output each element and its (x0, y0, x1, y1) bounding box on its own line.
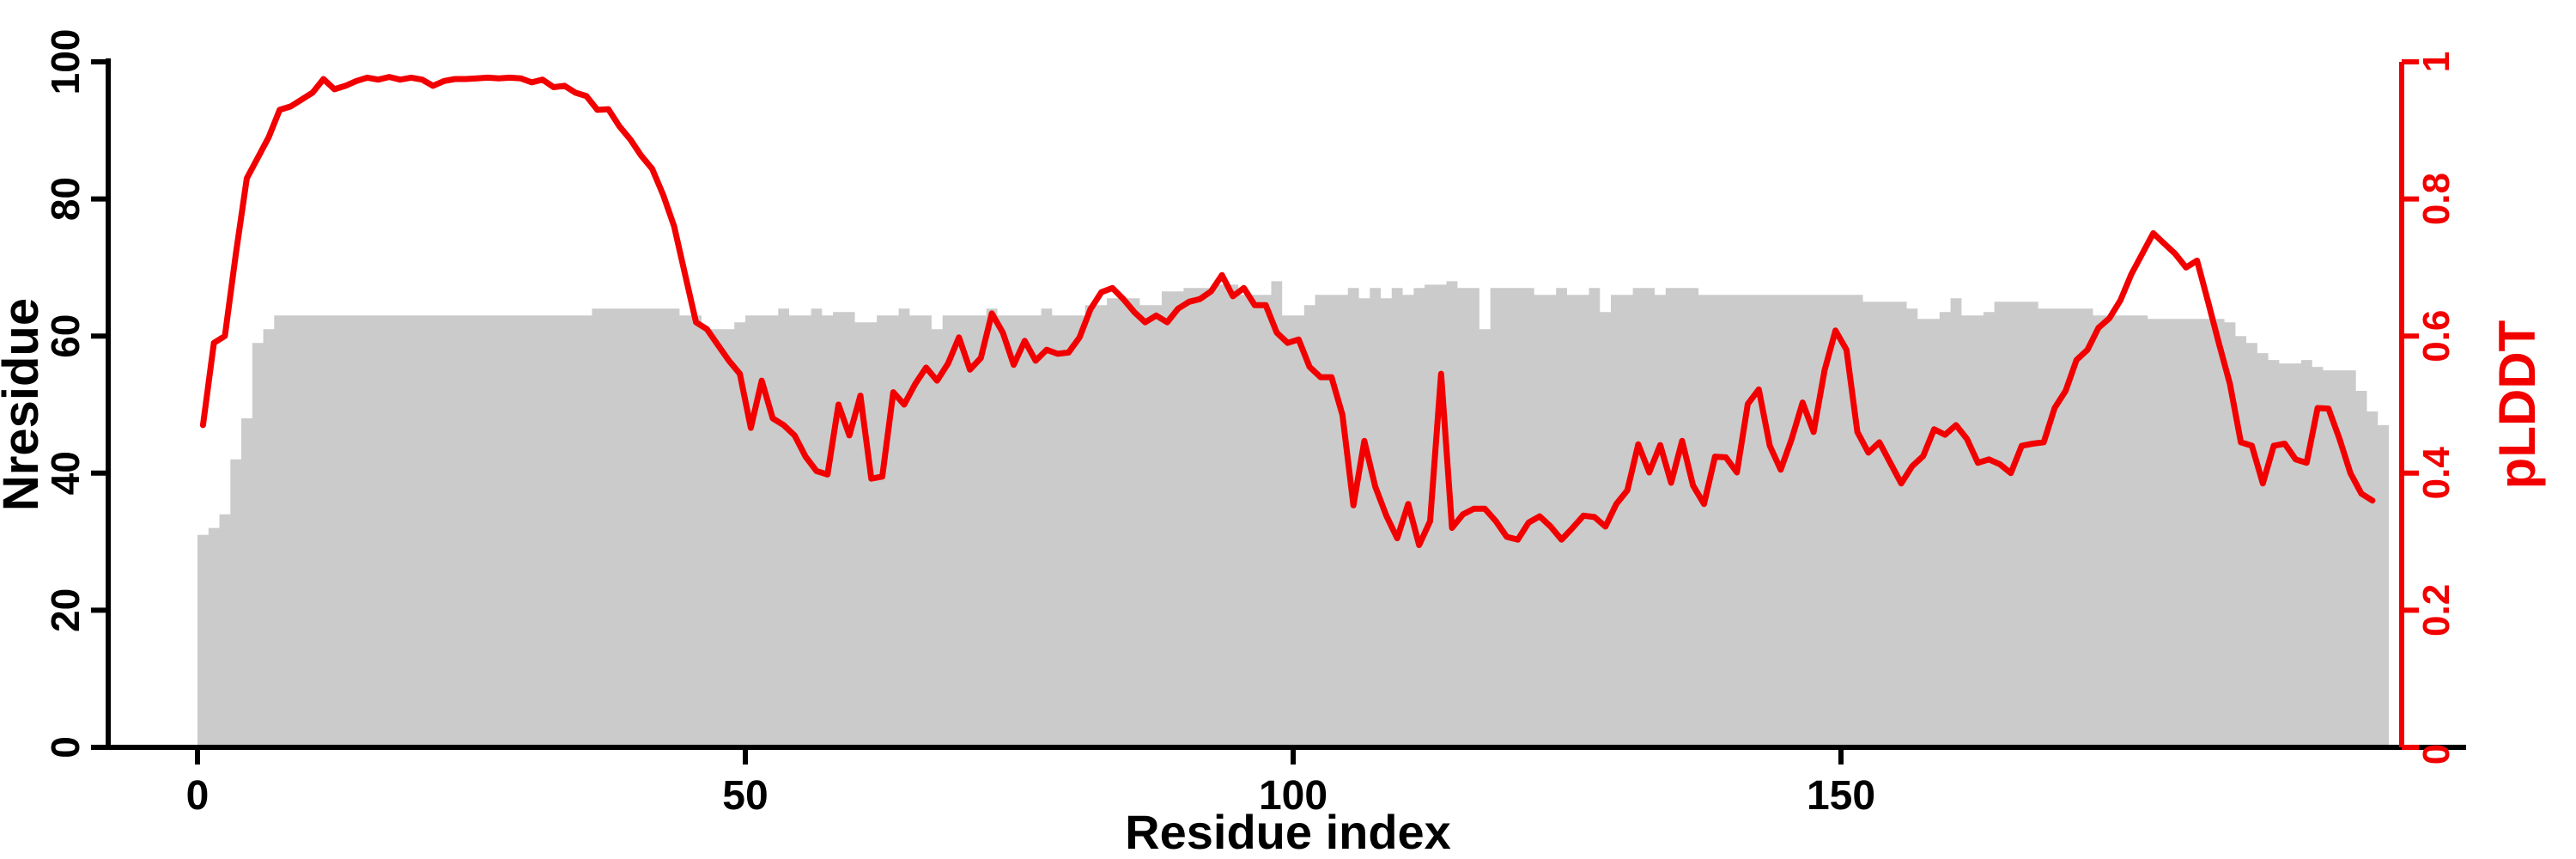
left-tick-label: 80 (43, 177, 88, 221)
x-axis-title: Residue index (1125, 805, 1451, 859)
x-tick-label: 100 (1259, 773, 1327, 819)
right-tick-label: 0.8 (2415, 173, 2458, 225)
plddt-line (199, 74, 2376, 549)
left-tick-label: 20 (43, 588, 88, 632)
left-axis-title: Nresidue (0, 298, 49, 511)
left-tick-label: 100 (43, 29, 88, 95)
bottom-axis: 0 50 100 150 (96, 745, 2466, 819)
right-axis-title: pLDDT (2488, 320, 2546, 490)
right-tick-label: 0.2 (2415, 584, 2458, 637)
right-tick-label: 1 (2415, 52, 2458, 72)
left-tick-label: 40 (43, 451, 88, 495)
x-tick-label: 0 (186, 773, 210, 819)
right-tick-label: 0.4 (2415, 447, 2458, 500)
left-tick-label: 60 (43, 314, 88, 358)
x-tick-label: 50 (722, 773, 768, 819)
x-tick-label: 150 (1807, 773, 1875, 819)
right-tick-label: 0.6 (2415, 310, 2458, 362)
left-axis: 0 20 40 60 80 100 (43, 29, 111, 758)
right-tick-label: 0 (2415, 744, 2458, 765)
left-tick-label: 0 (43, 736, 88, 758)
right-axis: 0 0.2 0.4 0.6 0.8 1 (2399, 52, 2458, 765)
nresidue-bars (197, 281, 2389, 747)
